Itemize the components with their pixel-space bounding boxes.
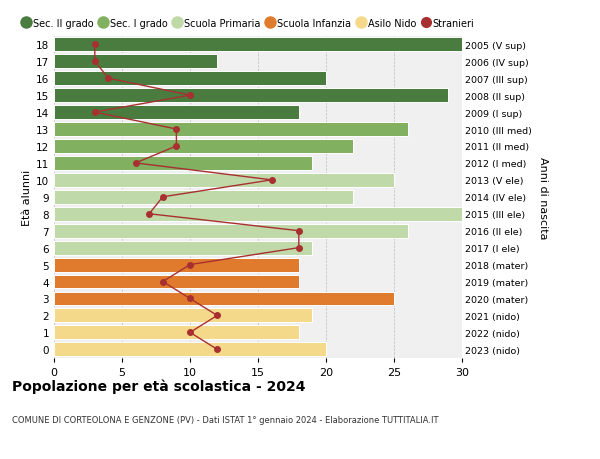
Bar: [54, 106, 299, 120]
Text: Popolazione per età scolastica - 2024: Popolazione per età scolastica - 2024: [12, 379, 305, 393]
Bar: [54, 258, 299, 272]
Bar: [54, 342, 326, 357]
Bar: [54, 123, 407, 137]
Bar: [54, 140, 353, 154]
Bar: [54, 292, 394, 306]
Bar: [54, 157, 313, 170]
Bar: [54, 89, 448, 103]
Y-axis label: Età alunni: Età alunni: [22, 169, 32, 225]
Bar: [54, 309, 313, 323]
Bar: [54, 207, 462, 221]
Legend: Sec. II grado, Sec. I grado, Scuola Primaria, Scuola Infanzia, Asilo Nido, Stran: Sec. II grado, Sec. I grado, Scuola Prim…: [22, 19, 475, 28]
Bar: [54, 38, 476, 52]
Bar: [54, 275, 299, 289]
Text: COMUNE DI CORTEOLONA E GENZONE (PV) - Dati ISTAT 1° gennaio 2024 - Elaborazione : COMUNE DI CORTEOLONA E GENZONE (PV) - Da…: [12, 415, 439, 425]
Y-axis label: Anni di nascita: Anni di nascita: [538, 156, 548, 239]
Bar: [54, 326, 299, 340]
Bar: [54, 190, 353, 204]
Bar: [54, 241, 313, 255]
Bar: [54, 224, 407, 238]
Bar: [54, 55, 217, 69]
Bar: [54, 72, 326, 86]
Bar: [54, 174, 394, 187]
